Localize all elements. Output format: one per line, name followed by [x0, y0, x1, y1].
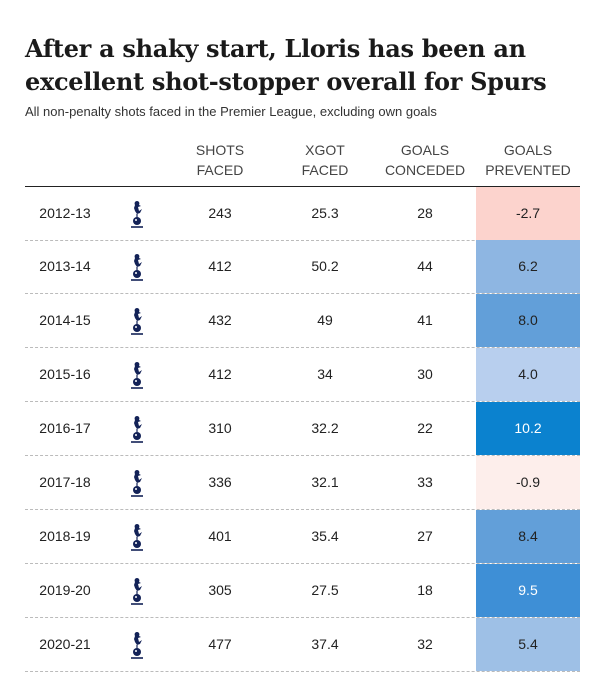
table-row: 2020-21 477 37.4 32 5.4	[25, 618, 580, 672]
season-label: 2017-18	[39, 474, 91, 490]
goals-prevented-cell: 10.2	[476, 402, 580, 455]
shots-faced-value: 432	[208, 312, 232, 328]
tottenham-cockerel-icon	[122, 348, 152, 401]
season-label: 2018-19	[39, 528, 91, 544]
tottenham-cockerel-icon	[122, 402, 152, 455]
goals-prevented-cell: 6.2	[476, 240, 580, 293]
goals-prevented-cell: 9.5	[476, 564, 580, 617]
xgot-faced-value: 27.5	[311, 582, 339, 598]
xgot-faced-value: 32.2	[311, 420, 339, 436]
season-label: 2016-17	[39, 420, 91, 436]
tottenham-cockerel-icon	[122, 294, 152, 347]
column-header-shots-faced: SHOTS FACED	[195, 142, 245, 178]
goals-prevented-cell: -0.9	[476, 456, 580, 509]
season-label: 2020-21	[39, 636, 91, 652]
season-label: 2015-16	[39, 366, 91, 382]
column-header-xgot-faced: XGOT FACED	[301, 142, 349, 178]
xgot-faced-value: 37.4	[311, 636, 339, 652]
shots-faced-value: 412	[208, 366, 232, 382]
season-label: 2013-14	[39, 258, 91, 274]
table-row: 2018-19 401 35.4 27 8.4	[25, 510, 580, 564]
goals-conceded-value: 28	[417, 205, 433, 221]
chart-subtitle: All non-penalty shots faced in the Premi…	[25, 104, 437, 119]
goals-conceded-value: 30	[417, 366, 433, 382]
tottenham-cockerel-icon	[122, 240, 152, 293]
xgot-faced-value: 34	[317, 366, 333, 382]
table-row: 2017-18 336 32.1 33 -0.9	[25, 456, 580, 510]
season-label: 2012-13	[39, 205, 91, 221]
table-row: 2012-13 243 25.3 28 -2.7	[25, 186, 580, 241]
shots-faced-value: 401	[208, 528, 232, 544]
goals-conceded-value: 41	[417, 312, 433, 328]
goals-prevented-cell: 5.4	[476, 618, 580, 671]
goals-conceded-value: 32	[417, 636, 433, 652]
chart-title: After a shaky start, Lloris has been an …	[25, 34, 547, 96]
goals-conceded-value: 33	[417, 474, 433, 490]
goals-conceded-value: 18	[417, 582, 433, 598]
shots-faced-value: 305	[208, 582, 232, 598]
goals-conceded-value: 22	[417, 420, 433, 436]
xgot-faced-value: 25.3	[311, 205, 339, 221]
table-row: 2013-14 412 50.2 44 6.2	[25, 240, 580, 294]
table-row: 2014-15 432 49 41 8.0	[25, 294, 580, 348]
goals-prevented-cell: 8.4	[476, 510, 580, 563]
goals-prevented-cell: 4.0	[476, 348, 580, 401]
table-row: 2015-16 412 34 30 4.0	[25, 348, 580, 402]
xgot-faced-value: 49	[317, 312, 333, 328]
xgot-faced-value: 50.2	[311, 258, 339, 274]
goals-conceded-value: 27	[417, 528, 433, 544]
xgot-faced-value: 35.4	[311, 528, 339, 544]
shots-faced-value: 243	[208, 205, 232, 221]
goals-prevented-cell: 8.0	[476, 294, 580, 347]
tottenham-cockerel-icon	[122, 456, 152, 509]
shots-faced-value: 477	[208, 636, 232, 652]
tottenham-cockerel-icon	[122, 510, 152, 563]
shots-faced-value: 412	[208, 258, 232, 274]
table-row: 2016-17 310 32.2 22 10.2	[25, 402, 580, 456]
column-header-goals-conceded: GOALS CONCEDED	[384, 142, 466, 178]
season-label: 2019-20	[39, 582, 91, 598]
goals-prevented-cell: -2.7	[476, 187, 580, 240]
tottenham-cockerel-icon	[122, 618, 152, 671]
column-header-goals-prevented: GOALS PREVENTED	[485, 142, 571, 178]
tottenham-cockerel-icon	[122, 187, 152, 240]
goals-conceded-value: 44	[417, 258, 433, 274]
tottenham-cockerel-icon	[122, 564, 152, 617]
shots-faced-value: 310	[208, 420, 232, 436]
season-label: 2014-15	[39, 312, 91, 328]
xgot-faced-value: 32.1	[311, 474, 339, 490]
table-row: 2019-20 305 27.5 18 9.5	[25, 564, 580, 618]
shots-faced-value: 336	[208, 474, 232, 490]
